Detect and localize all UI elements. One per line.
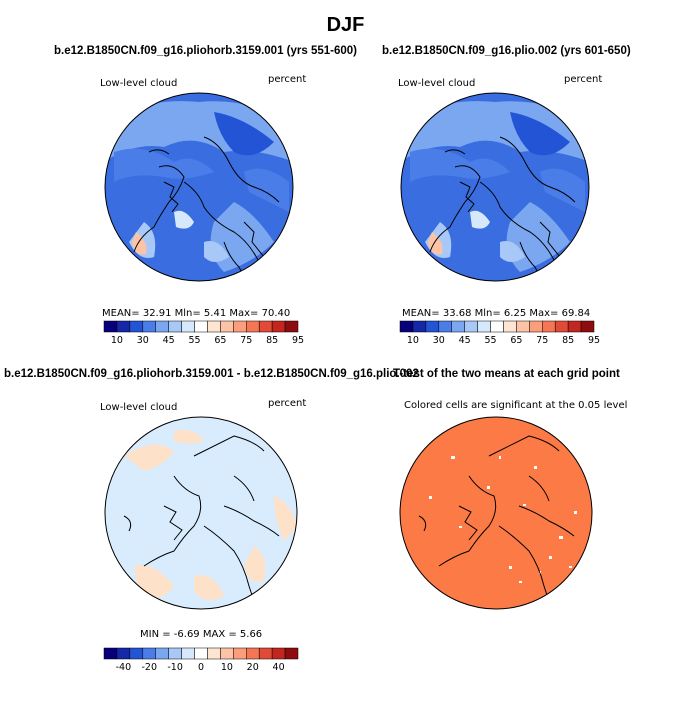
panel-4-caption: Colored cells are significant at the 0.0…: [404, 400, 628, 411]
panel-1-heading: b.e12.B1850CN.f09_g16.pliohorb.3159.001 …: [54, 45, 357, 57]
panel-2-polar-map: [400, 92, 590, 282]
colorbar-tick-label: 95: [291, 335, 305, 346]
colorbar-swatch: [554, 320, 569, 333]
colorbar-swatch: [258, 320, 273, 333]
colorbar-tick-label: 75: [240, 335, 253, 346]
colorbar-tick-label: 10: [110, 335, 123, 346]
colorbar-tick-label: 65: [510, 335, 523, 346]
panel-1-units-label: percent: [268, 74, 307, 85]
colorbar-swatch: [246, 320, 260, 333]
panel-1-variable-label: Low-level cloud: [100, 78, 178, 89]
panel-3-units-label: percent: [268, 398, 307, 409]
panel-4-heading: T-test of the two means at each grid poi…: [393, 368, 620, 380]
panel-2-colorbar: [399, 320, 595, 333]
colorbar-swatch: [451, 320, 465, 333]
panel-1-stats: MEAN= 32.91 Mln= 5.41 Max= 70.40: [102, 308, 291, 319]
colorbar-tick-label: 30: [136, 335, 149, 346]
colorbar-tick-label: 65: [214, 335, 227, 346]
panel-4-polar-map: [399, 416, 593, 610]
colorbar-swatch: [142, 647, 156, 660]
page-title: DJF: [326, 14, 365, 36]
colorbar-tick-label: 95: [587, 335, 601, 346]
panel-3-colorbar: [103, 647, 299, 660]
colorbar-swatch: [129, 647, 144, 660]
colorbar-tick-label: 10: [220, 662, 233, 673]
colorbar-tick-label: 40: [272, 662, 285, 673]
panel-3-variable-label: Low-level cloud: [100, 402, 178, 413]
colorbar-tick-label: 10: [406, 335, 419, 346]
colorbar-swatch: [425, 320, 440, 333]
panel-1-polar-map: [104, 92, 294, 282]
colorbar-tick-label: 55: [484, 335, 497, 346]
panel-2-stats: MEAN= 33.68 Mln= 6.25 Max= 69.84: [402, 308, 591, 319]
colorbar-swatch: [207, 320, 221, 333]
colorbar-swatch: [258, 647, 273, 660]
colorbar-swatch: [181, 647, 195, 660]
colorbar-swatch: [477, 320, 491, 333]
colorbar-swatch: [194, 320, 208, 333]
colorbar-swatch: [155, 320, 169, 333]
colorbar-tick-label: 0: [197, 662, 205, 673]
colorbar-swatch: [580, 320, 595, 333]
colorbar-swatch: [567, 320, 582, 333]
colorbar-tick-label: 55: [188, 335, 201, 346]
colorbar-tick-label: 85: [266, 335, 279, 346]
colorbar-swatch: [220, 320, 234, 333]
colorbar-swatch: [103, 320, 118, 333]
colorbar-tick-label: 75: [536, 335, 549, 346]
panel-2-variable-label: Low-level cloud: [398, 78, 476, 89]
colorbar-swatch: [284, 320, 299, 333]
colorbar-swatch: [207, 647, 221, 660]
colorbar-swatch: [116, 647, 131, 660]
colorbar-swatch: [271, 320, 286, 333]
panel-3-stats: MIN = -6.69 MAX = 5.66: [140, 629, 263, 640]
colorbar-tick-label: 45: [162, 335, 175, 346]
colorbar-swatch: [233, 647, 247, 660]
colorbar-tick-label: 20: [246, 662, 259, 673]
colorbar-swatch: [399, 320, 414, 333]
colorbar-swatch: [129, 320, 144, 333]
colorbar-swatch: [168, 320, 182, 333]
colorbar-swatch: [220, 647, 234, 660]
colorbar-swatch: [516, 320, 530, 333]
colorbar-swatch: [464, 320, 478, 333]
colorbar-swatch: [542, 320, 556, 333]
panel-3-polar-map: [104, 416, 298, 610]
colorbar-swatch: [503, 320, 517, 333]
panel-2-units-label: percent: [564, 74, 603, 85]
colorbar-swatch: [103, 647, 118, 660]
panel-3-heading: b.e12.B1850CN.f09_g16.pliohorb.3159.001 …: [4, 368, 419, 380]
colorbar-tick-label: 85: [562, 335, 575, 346]
colorbar-swatch: [155, 647, 169, 660]
colorbar-tick-label: 45: [458, 335, 471, 346]
colorbar-swatch: [168, 647, 182, 660]
panel-1-colorbar: [103, 320, 299, 333]
panel-2-heading: b.e12.B1850CN.f09_g16.plio.002 (yrs 601-…: [382, 45, 631, 57]
colorbar-swatch: [490, 320, 504, 333]
colorbar-swatch: [271, 647, 286, 660]
colorbar-swatch: [181, 320, 195, 333]
colorbar-swatch: [233, 320, 247, 333]
colorbar-swatch: [142, 320, 156, 333]
colorbar-tick-label: -20: [141, 662, 158, 673]
colorbar-swatch: [438, 320, 452, 333]
colorbar-tick-label: 30: [432, 335, 445, 346]
colorbar-swatch: [284, 647, 299, 660]
colorbar-swatch: [529, 320, 543, 333]
colorbar-swatch: [194, 647, 208, 660]
colorbar-swatch: [246, 647, 260, 660]
colorbar-swatch: [412, 320, 427, 333]
colorbar-tick-label: -10: [167, 662, 183, 673]
colorbar-swatch: [116, 320, 131, 333]
colorbar-tick-label: -40: [115, 662, 132, 673]
